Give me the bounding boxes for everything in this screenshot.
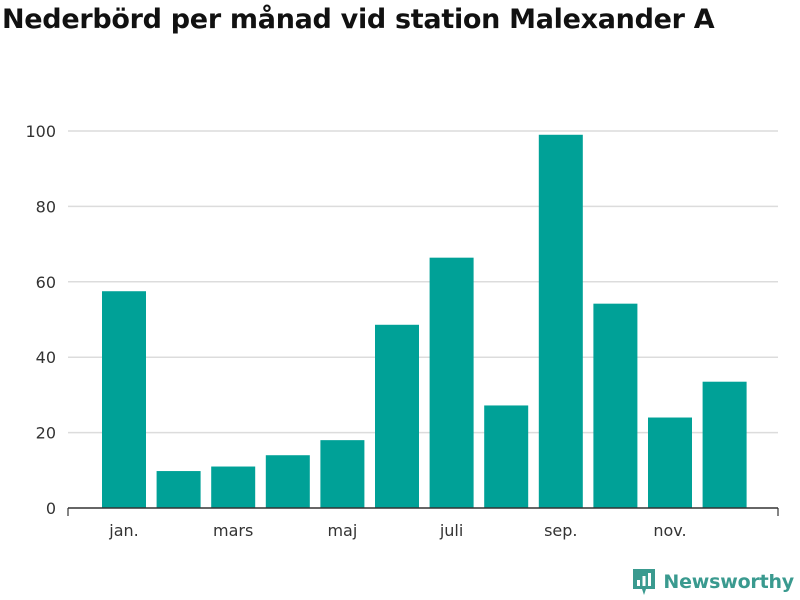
- brand-name: Newsworthy: [663, 571, 794, 593]
- y-tick-label: 80: [36, 197, 56, 216]
- newsworthy-logo-icon: [633, 569, 656, 595]
- x-tick-label: juli: [439, 521, 463, 540]
- x-tick-label: sep.: [544, 521, 577, 540]
- bar: [702, 381, 747, 508]
- y-tick-labels: 0 20 40 60 80 100: [25, 122, 56, 518]
- bar: [429, 257, 474, 508]
- bar: [375, 324, 419, 508]
- y-tick-label: 60: [36, 273, 56, 292]
- gridlines: [68, 130, 778, 434]
- bar: [648, 417, 692, 508]
- y-tick-label: 100: [25, 122, 56, 141]
- y-tick-label: 0: [46, 499, 56, 518]
- brand-logo: Newsworthy: [631, 566, 794, 598]
- x-tick-label: jan.: [108, 521, 138, 540]
- bar: [211, 466, 256, 508]
- bar: [593, 303, 638, 508]
- bar: [156, 471, 201, 508]
- bar: [320, 440, 365, 508]
- axes: [67, 507, 779, 516]
- bars: [102, 134, 747, 508]
- bar: [538, 134, 583, 508]
- x-tick-label: mars: [213, 521, 253, 540]
- y-tick-label: 20: [36, 424, 56, 443]
- bar: [484, 405, 529, 508]
- bar: [102, 291, 146, 508]
- x-tick-labels: jan. mars maj juli sep. nov.: [108, 521, 686, 540]
- y-tick-label: 40: [36, 348, 56, 367]
- x-tick-label: nov.: [653, 521, 686, 540]
- bar: [265, 455, 310, 508]
- chart-title: Nederbörd per månad vid station Malexand…: [2, 4, 715, 35]
- x-tick-label: maj: [327, 521, 357, 540]
